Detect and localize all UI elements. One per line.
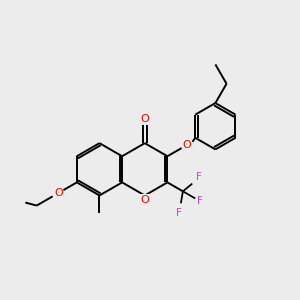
Text: O: O bbox=[140, 114, 149, 124]
Text: F: F bbox=[176, 208, 182, 218]
Text: O: O bbox=[182, 140, 191, 150]
Text: O: O bbox=[54, 188, 63, 198]
Text: F: F bbox=[196, 172, 202, 182]
Text: F: F bbox=[197, 196, 203, 206]
Text: O: O bbox=[140, 195, 149, 205]
